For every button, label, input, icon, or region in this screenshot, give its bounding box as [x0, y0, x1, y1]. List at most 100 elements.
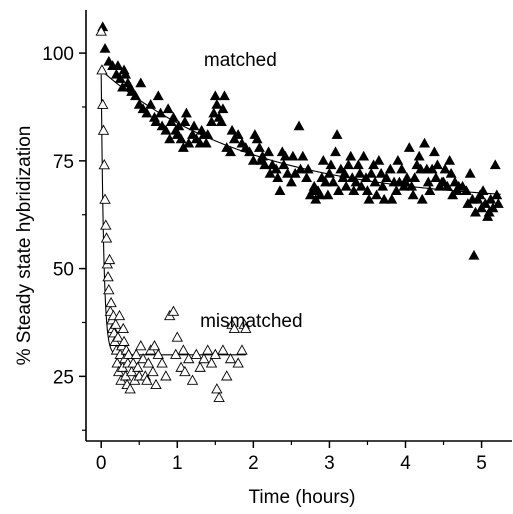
- point-matched: [217, 103, 229, 114]
- point-matched: [371, 189, 383, 200]
- point-matched: [460, 185, 472, 195]
- point-matched: [406, 180, 418, 191]
- y-axis-label: % Steady state hybridization: [14, 126, 35, 366]
- point-matched: [352, 159, 364, 170]
- point-mismatched: [100, 219, 112, 230]
- point-mismatched: [167, 305, 180, 316]
- data-markers: [95, 21, 504, 402]
- point-matched: [274, 185, 286, 195]
- point-matched: [162, 103, 174, 114]
- point-matched: [375, 167, 387, 178]
- point-mismatched: [112, 331, 124, 342]
- point-mismatched: [99, 193, 111, 204]
- point-matched: [362, 185, 373, 195]
- point-mismatched: [96, 64, 108, 75]
- point-mismatched: [117, 322, 129, 334]
- point-matched: [401, 172, 413, 183]
- point-matched: [323, 167, 335, 178]
- point-mismatched: [100, 232, 113, 243]
- point-matched: [413, 150, 425, 161]
- y-tick-label: 50: [53, 260, 74, 281]
- axis-ticks: [79, 52, 483, 448]
- point-matched: [354, 167, 366, 178]
- point-mismatched: [130, 348, 142, 359]
- point-matched: [403, 142, 415, 152]
- point-mismatched: [127, 357, 139, 368]
- point-matched: [345, 150, 357, 161]
- point-matched: [293, 120, 305, 131]
- point-matched: [407, 189, 419, 200]
- point-matched: [141, 107, 153, 118]
- point-matched: [322, 189, 334, 200]
- point-matched: [99, 42, 111, 53]
- point-matched: [259, 159, 271, 170]
- point-matched: [492, 198, 504, 208]
- point-matched: [419, 137, 430, 148]
- point-matched: [247, 155, 259, 165]
- annotation-mismatched: mismatched: [200, 311, 302, 332]
- point-matched: [489, 159, 501, 170]
- point-mismatched: [105, 296, 117, 308]
- point-matched: [168, 111, 179, 122]
- point-mismatched: [147, 365, 159, 377]
- point-mismatched: [148, 340, 161, 351]
- point-mismatched: [135, 340, 147, 351]
- point-matched: [384, 163, 396, 174]
- y-tick-label: 100: [42, 44, 74, 65]
- point-matched: [180, 107, 192, 118]
- point-matched: [365, 167, 377, 178]
- point-matched: [350, 176, 362, 187]
- point-matched: [145, 99, 157, 109]
- point-matched: [200, 137, 212, 148]
- point-matched: [314, 189, 326, 200]
- point-mismatched: [156, 357, 168, 368]
- point-matched: [431, 159, 443, 170]
- point-mismatched: [190, 348, 203, 359]
- point-matched: [396, 163, 408, 174]
- x-tick-label: 0: [96, 453, 107, 474]
- point-matched: [409, 172, 421, 183]
- point-mismatched: [224, 352, 237, 364]
- point-mismatched: [240, 322, 252, 334]
- point-mismatched: [152, 348, 164, 359]
- point-matched: [279, 150, 291, 161]
- point-matched: [129, 90, 141, 101]
- point-matched: [175, 133, 187, 144]
- x-tick-label: 1: [172, 453, 183, 474]
- point-matched: [342, 159, 354, 170]
- point-matched: [330, 146, 341, 157]
- point-matched: [232, 129, 244, 139]
- point-matched: [424, 185, 436, 195]
- x-axis-label: Time (hours): [249, 487, 356, 508]
- point-mismatched: [109, 318, 122, 329]
- point-matched: [331, 129, 343, 139]
- point-matched: [285, 176, 297, 187]
- point-matched: [112, 60, 124, 70]
- point-matched: [301, 172, 313, 183]
- point-mismatched: [102, 271, 114, 282]
- point-mismatched: [142, 357, 155, 368]
- point-mismatched: [95, 25, 107, 36]
- point-matched: [358, 150, 370, 161]
- point-matched: [282, 167, 294, 178]
- point-matched: [327, 176, 339, 187]
- point-matched: [491, 189, 503, 200]
- point-matched: [297, 150, 309, 161]
- point-mismatched: [232, 357, 244, 368]
- point-mismatched: [160, 370, 172, 381]
- point-matched: [439, 163, 451, 174]
- point-mismatched: [103, 284, 115, 295]
- point-matched: [160, 124, 172, 135]
- point-mismatched: [137, 352, 149, 364]
- point-matched: [152, 90, 164, 101]
- point-matched: [179, 116, 191, 126]
- point-matched: [253, 142, 265, 152]
- point-matched: [272, 172, 284, 183]
- point-mismatched: [103, 253, 116, 265]
- point-mismatched: [198, 352, 210, 364]
- point-matched: [428, 146, 440, 157]
- point-matched: [373, 155, 385, 165]
- point-mismatched: [98, 159, 110, 170]
- point-matched: [208, 107, 220, 118]
- point-matched: [430, 172, 442, 183]
